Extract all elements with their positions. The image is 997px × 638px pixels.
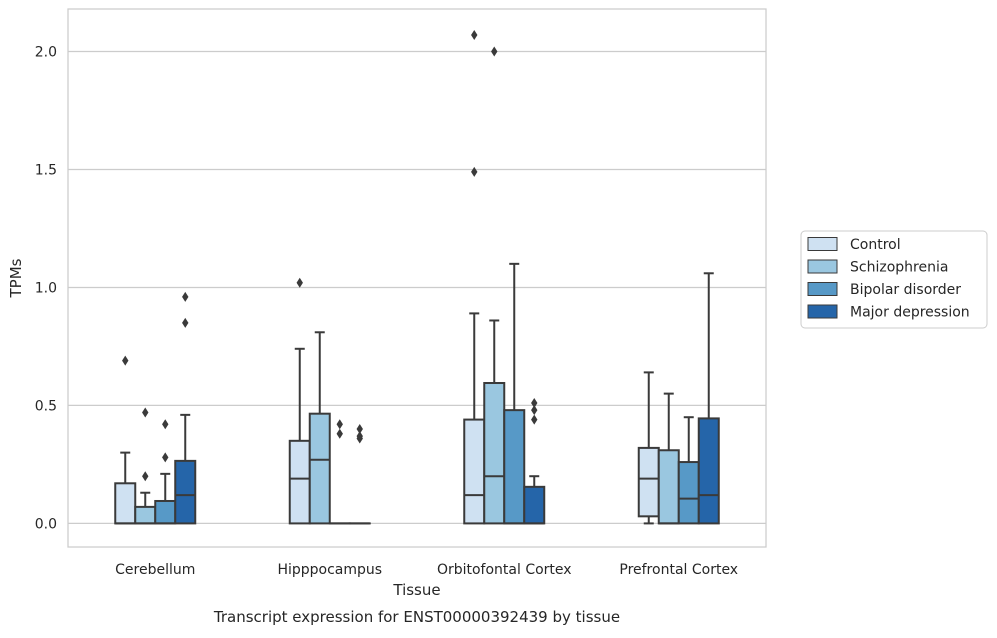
legend: Control Schizophrenia Bipolar disorder Majo… xyxy=(801,231,987,328)
x-axis-label: Tissue xyxy=(392,581,440,599)
box-iqr xyxy=(464,420,484,524)
x-tick-label: Prefrontal Cortex xyxy=(619,562,738,578)
legend-item-schizophrenia: Schizophrenia xyxy=(808,260,948,276)
x-tick-label: Cerebellum xyxy=(115,562,195,578)
y-tick-label: 1.5 xyxy=(35,162,57,178)
y-tick-label: 2.0 xyxy=(35,44,57,60)
y-axis-label: TPMs xyxy=(7,258,25,298)
y-tick-label: 0.0 xyxy=(35,516,57,532)
y-tick-label: 1.0 xyxy=(35,280,57,296)
y-tick-label: 0.5 xyxy=(35,398,57,414)
x-tick-label: Orbitofontal Cortex xyxy=(437,562,572,578)
box-iqr xyxy=(115,483,135,523)
box-iqr xyxy=(524,487,544,524)
legend-swatch xyxy=(808,238,837,251)
box-iqr xyxy=(135,507,155,524)
box-iqr xyxy=(310,414,330,524)
legend-label: Control xyxy=(850,237,901,253)
box-iqr xyxy=(699,418,719,523)
box-iqr xyxy=(290,441,310,524)
box-iqr xyxy=(484,383,504,523)
legend-swatch xyxy=(808,283,837,296)
legend-item-major-depression: Major depression xyxy=(808,305,970,321)
legend-swatch xyxy=(808,260,837,273)
box-iqr xyxy=(155,501,175,523)
legend-label: Major depression xyxy=(850,305,970,321)
box-iqr xyxy=(175,461,195,524)
legend-item-control: Control xyxy=(808,237,901,253)
y-tick-labels: 0.0 0.5 1.0 1.5 2.0 xyxy=(35,44,57,532)
box-iqr xyxy=(659,450,679,523)
legend-swatch xyxy=(808,305,837,318)
x-tick-labels: Cerebellum Hipppocampus Orbitofontal Corte… xyxy=(115,562,738,578)
chart-caption: Transcript expression for ENST0000039243… xyxy=(213,608,620,626)
box-iqr xyxy=(504,410,524,523)
legend-label: Schizophrenia xyxy=(850,260,948,276)
x-tick-label: Hipppocampus xyxy=(277,562,382,578)
box-iqr xyxy=(639,448,659,516)
legend-label: Bipolar disorder xyxy=(850,282,961,298)
legend-item-bipolar-disorder: Bipolar disorder xyxy=(808,282,961,298)
box-iqr xyxy=(679,462,699,523)
